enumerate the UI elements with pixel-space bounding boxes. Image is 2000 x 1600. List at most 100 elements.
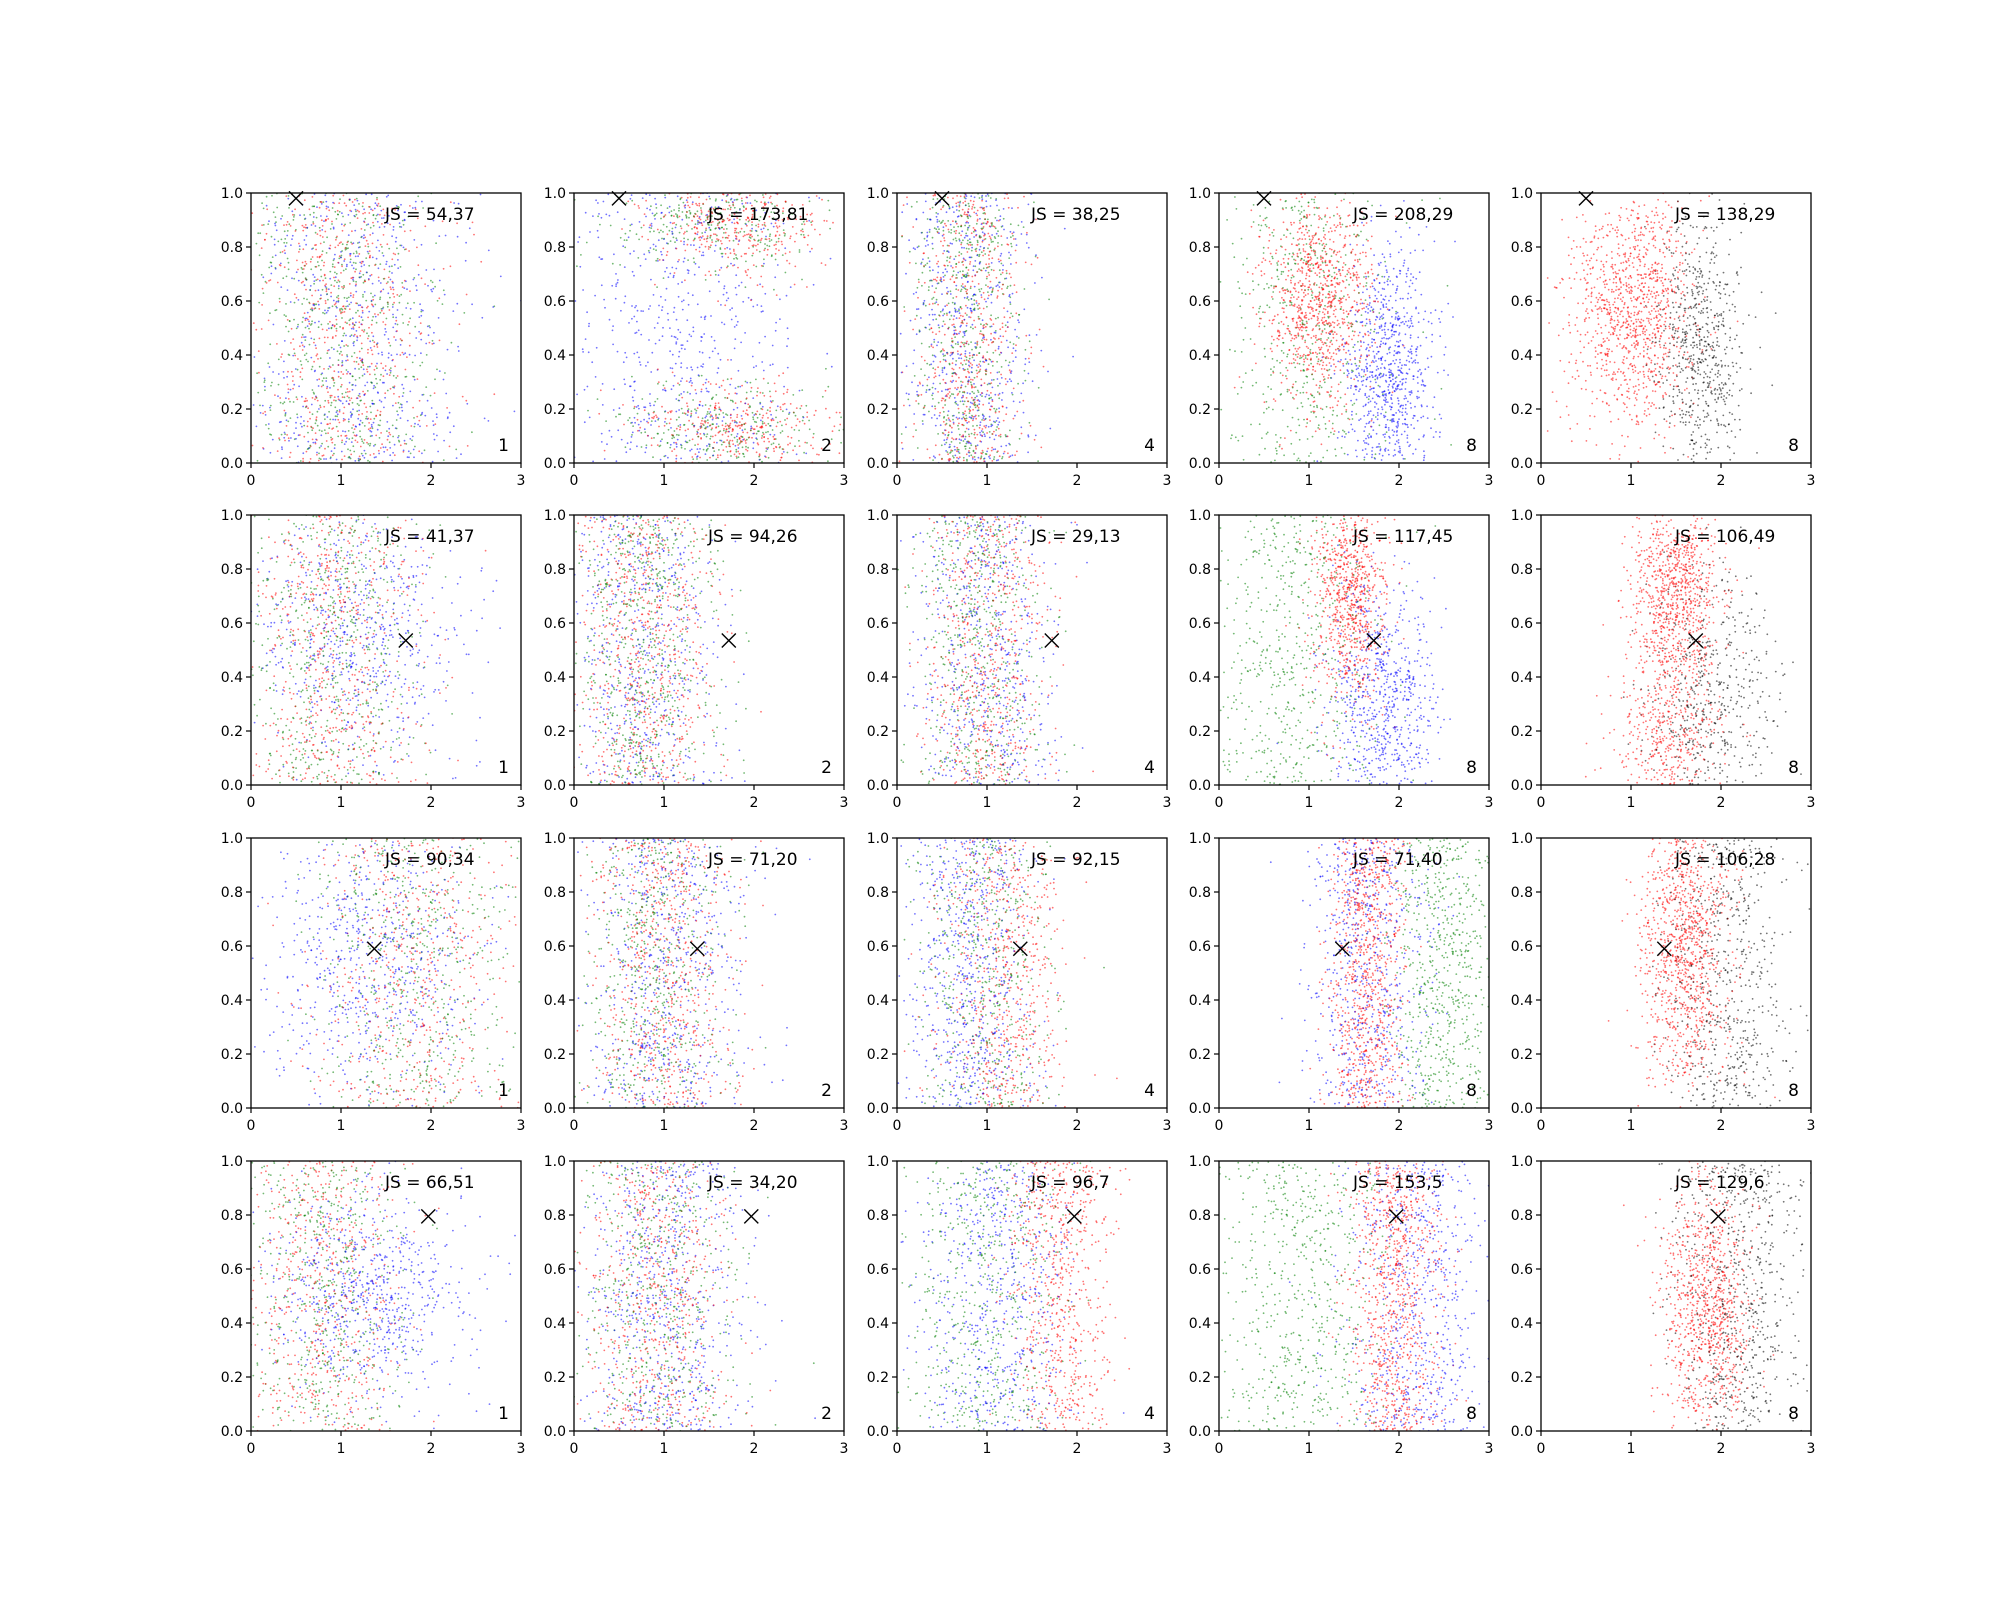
scatter-point-green (655, 249, 657, 252)
scatter-point-red (960, 234, 962, 237)
scatter-point-green (956, 448, 959, 451)
scatter-point-blue (612, 325, 614, 327)
scatter-point-red (961, 208, 964, 211)
scatter-point-green (690, 414, 693, 417)
scatter-point-red (374, 264, 376, 266)
scatter-point-green (365, 415, 368, 418)
scatter-point-red (1022, 399, 1025, 402)
scatter-point-blue (964, 438, 966, 441)
scatter-point-red (733, 222, 736, 225)
scatter-point-green (371, 427, 374, 430)
scatter-point-green (962, 416, 965, 419)
scatter-point-red (669, 418, 672, 421)
scatter-point-green (724, 236, 727, 239)
scatter-point-blue (1008, 378, 1011, 381)
scatter-point-red (356, 356, 358, 359)
scatter-point-red (353, 434, 356, 437)
scatter-point-blue (433, 438, 436, 441)
scatter-point-blue (608, 318, 611, 321)
scatter-point-blue (352, 278, 354, 281)
scatter-point-blue (654, 420, 657, 422)
scatter-point-blue (899, 332, 902, 335)
scatter-point-red (988, 250, 991, 253)
scatter-point-red (327, 391, 329, 393)
scatter-point-blue (487, 420, 490, 422)
scatter-point-red (720, 409, 722, 412)
scatter-point-green (755, 421, 758, 424)
scatter-point-red (257, 350, 260, 352)
scatter-point-blue (342, 418, 345, 420)
scatter-point-red (358, 253, 361, 255)
scatter-point-blue (341, 340, 343, 342)
scatter-point-blue (317, 289, 320, 292)
scatter-point-blue (397, 436, 399, 439)
scatter-point-red (350, 397, 353, 400)
scatter-point-blue (951, 242, 953, 245)
scatter-point-green (303, 354, 306, 357)
scatter-point-blue (638, 361, 641, 363)
scatter-point-green (949, 395, 952, 397)
scatter-point-blue (765, 235, 767, 238)
scatter-point-red (734, 227, 736, 230)
scatter-point-green (331, 223, 333, 225)
scatter-point-blue (412, 448, 415, 451)
scatter-point-blue (1005, 406, 1008, 409)
scatter-point-green (306, 448, 309, 450)
scatter-point-green (685, 214, 687, 217)
scatter-point-blue (320, 445, 322, 447)
scatter-point-blue (761, 361, 764, 363)
scatter-point-blue (310, 356, 313, 359)
scatter-point-green (352, 252, 355, 255)
scatter-point-blue (376, 220, 379, 223)
scatter-point-red (988, 263, 990, 265)
scatter-point-blue (721, 199, 724, 202)
scatter-point-green (327, 307, 330, 309)
scatter-point-green (373, 417, 376, 420)
scatter-point-red (442, 267, 445, 270)
scatter-point-red (338, 255, 341, 258)
scatter-point-blue (595, 199, 597, 202)
scatter-point-red (663, 424, 666, 427)
scatter-point-red (315, 416, 318, 419)
scatter-point-red (768, 197, 771, 199)
scatter-point-blue (953, 258, 956, 260)
scatter-point-blue (678, 350, 681, 353)
scatter-point-blue (713, 339, 716, 342)
scatter-point-green (277, 240, 280, 243)
scatter-point-blue (333, 447, 336, 450)
scatter-point-red (823, 219, 826, 222)
scatter-point-red (336, 235, 338, 238)
scatter-point-green (726, 265, 729, 268)
scatter-point-green (413, 277, 416, 279)
scatter-point-blue (664, 299, 667, 301)
scatter-point-red (314, 432, 317, 434)
scatter-point-green (777, 237, 780, 240)
scatter-point-green (744, 380, 747, 383)
scatter-point-green (990, 239, 992, 241)
scatter-point-red (951, 337, 953, 340)
scatter-point-red (806, 411, 809, 414)
scatter-point-red (973, 319, 975, 322)
scatter-point-red (698, 196, 700, 199)
scatter-point-red (714, 407, 717, 410)
scatter-point-blue (283, 431, 286, 434)
scatter-point-blue (998, 281, 1001, 284)
scatter-point-red (284, 439, 286, 442)
scatter-point-green (1017, 337, 1020, 339)
scatter-point-blue (426, 325, 429, 328)
scatter-point-green (903, 306, 906, 308)
scatter-point-green (293, 301, 296, 304)
scatter-point-green (398, 295, 401, 297)
scatter-point-blue (675, 318, 678, 321)
scatter-point-red (747, 414, 749, 416)
scatter-point-red (337, 375, 340, 378)
scatter-point-blue (387, 338, 390, 340)
scatter-point-red (352, 294, 355, 296)
scatter-point-green (772, 217, 775, 220)
scatter-point-red (368, 212, 371, 214)
scatter-point-red (699, 427, 702, 429)
scatter-point-blue (628, 322, 630, 324)
scatter-point-green (293, 318, 295, 321)
scatter-point-green (767, 430, 769, 433)
scatter-point-blue (336, 306, 338, 309)
